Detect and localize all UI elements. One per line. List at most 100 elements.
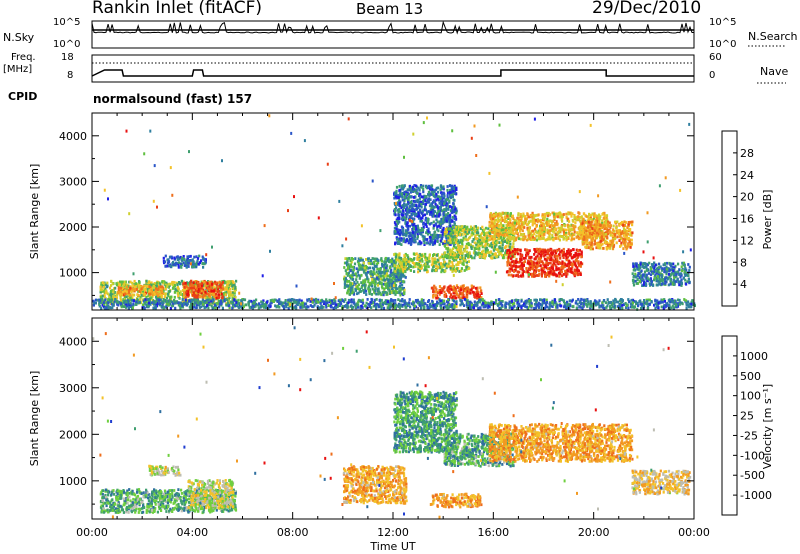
power-cell — [163, 295, 166, 299]
power-cell — [395, 206, 398, 210]
power-cell — [166, 258, 169, 262]
power-cell — [389, 280, 392, 284]
power-cell — [193, 255, 196, 259]
power-cell — [218, 280, 221, 284]
power-cell — [522, 261, 525, 265]
power-cell — [472, 245, 475, 248]
power-cell — [402, 230, 405, 234]
power-cell — [393, 265, 397, 269]
power-cell — [439, 197, 442, 200]
power-cell — [450, 206, 454, 210]
power-cell — [358, 259, 361, 262]
power-cell — [455, 230, 458, 234]
power-cell — [403, 237, 406, 241]
power-cell — [521, 222, 524, 226]
power-cell — [573, 230, 576, 234]
power-cell — [525, 223, 529, 227]
power-cell — [491, 252, 494, 256]
power-cell — [496, 220, 500, 224]
power-cell — [549, 253, 552, 257]
power-cell — [415, 207, 419, 211]
power-cell — [174, 263, 177, 267]
power-cell — [413, 189, 416, 193]
power-cell — [519, 229, 522, 233]
power-cell — [235, 279, 238, 283]
power-cell — [446, 286, 449, 290]
power-cell — [175, 281, 178, 285]
power-cell — [411, 209, 414, 213]
power-cell — [516, 250, 519, 254]
power-cell — [416, 256, 419, 260]
power-cell — [448, 287, 451, 291]
power-cell — [206, 292, 209, 296]
power-cell — [154, 295, 158, 299]
power-cell — [371, 287, 374, 291]
power-cell — [541, 271, 544, 275]
power-cell — [443, 240, 446, 243]
power-cell — [416, 224, 419, 228]
power-cell — [579, 216, 582, 219]
power-cell — [436, 291, 439, 294]
power-cell — [347, 284, 350, 288]
power-cell — [449, 250, 452, 253]
power-cell — [558, 238, 561, 242]
power-cell — [394, 230, 397, 233]
power-cell — [585, 236, 588, 240]
power-cell — [382, 276, 386, 280]
power-cell — [413, 270, 416, 273]
power-cell — [176, 258, 179, 262]
power-cell — [565, 233, 568, 237]
power-cell — [194, 289, 197, 292]
power-cell — [371, 280, 374, 284]
power-cell — [437, 214, 440, 218]
power-cell — [434, 188, 437, 192]
power-cell — [580, 252, 583, 255]
station-title: Rankin Inlet (fitACF) — [92, 0, 263, 18]
power-cell — [539, 220, 542, 224]
power-cell — [351, 291, 354, 295]
power-cell — [441, 203, 444, 206]
power-cell — [531, 274, 534, 278]
power-cell — [363, 280, 366, 284]
power-cell — [364, 278, 367, 282]
power-cell — [366, 277, 369, 280]
power-cell — [448, 260, 451, 263]
power-cell — [189, 286, 192, 290]
power-cell — [149, 292, 152, 296]
power-cell — [378, 270, 381, 274]
power-cell — [400, 273, 403, 277]
power-cell — [414, 230, 417, 233]
power-cell — [446, 288, 449, 292]
power-cell — [444, 234, 448, 238]
power-cell — [498, 214, 501, 218]
power-cell — [150, 281, 153, 285]
power-cell — [350, 260, 353, 264]
power-cell — [486, 236, 489, 240]
power-cell — [429, 210, 433, 214]
power-cell — [401, 198, 404, 202]
power-cell — [570, 223, 573, 227]
power-cell — [407, 239, 410, 243]
power-cell — [407, 198, 410, 202]
power-cell — [461, 254, 464, 257]
power-cell — [577, 260, 580, 263]
power-cell — [566, 250, 569, 253]
power-cell — [179, 265, 182, 268]
power-cell — [376, 276, 379, 280]
power-cell — [497, 247, 500, 251]
power-cell — [578, 237, 581, 240]
power-cell — [430, 263, 433, 267]
power-cell — [417, 204, 420, 208]
power-cell — [212, 286, 215, 290]
power-cell — [117, 286, 120, 289]
power-cell — [416, 192, 419, 195]
power-cell — [445, 231, 448, 235]
power-cell — [506, 233, 509, 237]
power-cell — [105, 301, 108, 305]
power-cell — [417, 265, 420, 269]
power-cell — [425, 268, 428, 272]
power-cell — [104, 283, 107, 287]
power-cell — [432, 237, 435, 241]
power-cell — [505, 270, 509, 274]
power-cell — [501, 243, 504, 246]
